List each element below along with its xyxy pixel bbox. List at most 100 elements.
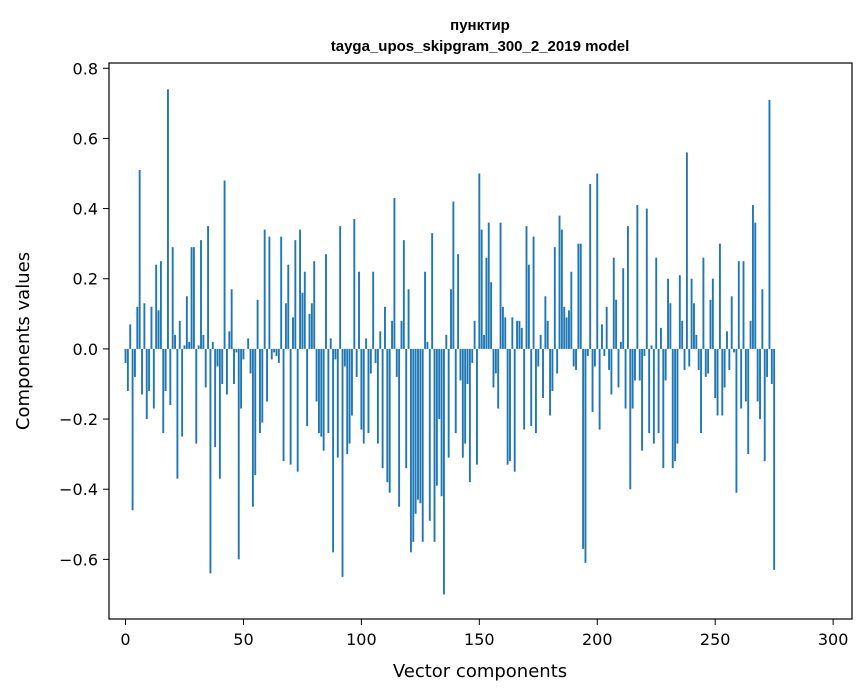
bar-136	[445, 334, 448, 349]
bar-174	[534, 348, 537, 434]
x-tick-label: 0	[120, 630, 130, 649]
bar-190	[572, 348, 575, 367]
bar-161	[504, 317, 507, 349]
bar-201	[598, 348, 601, 430]
y-axis-ticks: −0.6 −0.4 −0.2 0.0 0.2 0.4 0.6 0.8	[59, 59, 109, 569]
bar-270	[761, 289, 764, 349]
bar-77	[306, 348, 309, 427]
bar-59	[263, 229, 266, 349]
bar-55	[254, 348, 257, 476]
bar-145	[466, 348, 469, 384]
bar-120	[407, 289, 410, 349]
bar-65	[277, 348, 280, 363]
bar-238	[685, 152, 688, 349]
bar-226	[657, 348, 660, 434]
bar-13	[155, 264, 158, 349]
bar-80	[313, 261, 316, 349]
bar-5	[136, 306, 139, 349]
bar-96	[351, 348, 353, 416]
bar-197	[589, 184, 592, 349]
bar-127	[424, 271, 427, 349]
bar-147	[471, 348, 474, 363]
bar-79	[310, 303, 313, 349]
bar-112	[388, 348, 391, 493]
bar-97	[353, 219, 356, 349]
bar-256	[728, 348, 731, 370]
bar-175	[537, 348, 540, 367]
bar-248	[709, 299, 712, 349]
bar-232	[671, 348, 674, 469]
bar-200	[596, 173, 599, 349]
bar-217	[636, 205, 639, 349]
bar-187	[565, 317, 568, 349]
bar-272	[766, 348, 769, 377]
bar-2	[129, 324, 132, 349]
bar-57	[259, 348, 261, 434]
bar-153	[485, 257, 488, 349]
bar-192	[577, 243, 580, 349]
bar-100	[360, 348, 363, 430]
bar-107	[376, 348, 379, 444]
bar-169	[523, 348, 526, 430]
bar-172	[530, 348, 533, 427]
bar-243	[697, 348, 700, 370]
bar-121	[409, 348, 412, 553]
bar-178	[544, 296, 547, 349]
bar-244	[700, 348, 702, 434]
bar-47	[235, 348, 238, 353]
bar-44	[228, 331, 231, 349]
bar-204	[605, 306, 608, 349]
bar-1	[126, 348, 129, 391]
bar-25	[183, 345, 186, 349]
bar-144	[464, 348, 467, 444]
bar-89	[334, 348, 337, 360]
bar-268	[756, 348, 759, 402]
bar-194	[582, 348, 585, 549]
bar-50	[242, 348, 245, 360]
bar-0	[124, 348, 127, 363]
bar-246	[704, 348, 707, 377]
bar-46	[233, 348, 235, 384]
bar-22	[176, 348, 179, 479]
bar-66	[280, 236, 283, 349]
bar-149	[476, 348, 478, 465]
bar-181	[551, 348, 554, 391]
bar-258	[733, 348, 736, 353]
bar-133	[438, 348, 441, 420]
bar-36	[209, 348, 212, 574]
bar-255	[726, 331, 728, 349]
bar-37	[211, 341, 214, 349]
bar-90	[336, 348, 339, 458]
bar-117	[400, 320, 403, 349]
bar-54	[251, 348, 254, 507]
bar-206	[610, 348, 613, 395]
bar-156	[492, 348, 495, 388]
bar-264	[747, 348, 750, 455]
bar-228	[662, 348, 665, 469]
bar-35	[207, 226, 210, 349]
bar-48	[237, 348, 240, 560]
bar-124	[417, 348, 419, 500]
bar-193	[579, 243, 582, 349]
bar-6	[138, 169, 141, 349]
bar-263	[744, 348, 747, 402]
bar-125	[419, 348, 422, 504]
bar-152	[483, 334, 485, 349]
bar-218	[638, 348, 641, 381]
bar-214	[629, 348, 632, 490]
bar-31	[197, 345, 200, 349]
bar-91	[339, 226, 342, 349]
y-tick-label: −0.2	[59, 410, 98, 429]
bar-67	[282, 348, 285, 462]
bar-14	[157, 310, 160, 349]
bar-242	[695, 334, 698, 349]
bar-45	[230, 289, 233, 349]
bar-220	[643, 348, 646, 356]
bar-33	[202, 334, 205, 349]
y-tick-label: 0.0	[73, 340, 98, 359]
bar-224	[652, 348, 655, 444]
bar-18	[167, 89, 169, 349]
bar-109	[381, 348, 384, 469]
y-tick-label: 0.4	[73, 200, 98, 219]
bar-60	[266, 348, 268, 402]
